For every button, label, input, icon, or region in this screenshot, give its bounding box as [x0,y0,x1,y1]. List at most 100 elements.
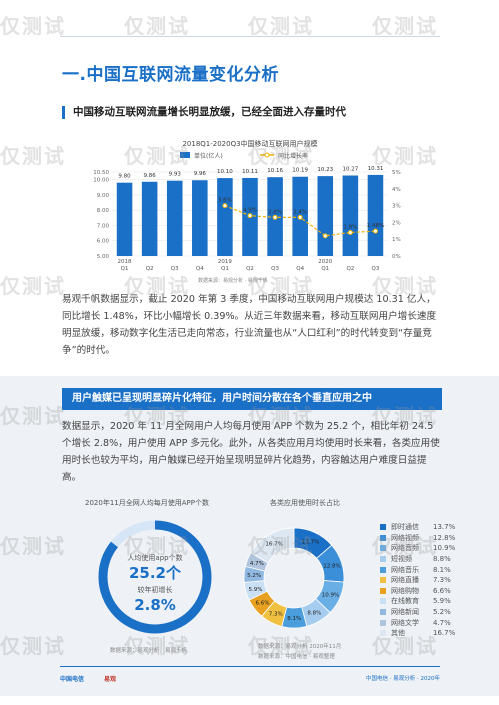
legend-name: 网络新闻 [391,608,419,617]
card-1-source: 数据来源：易观分析，易观千帆 [110,648,188,654]
bar-label-2: 9.93 [169,172,182,178]
grey-band [0,376,499,696]
legend-item: 网络直播 7.3% [380,575,490,586]
usage-share-donut: 13.7% 12.8% 10.9% 8.8% 8.1% 7.3%6.6% 5.9% 5.2% 4… [243,527,345,629]
growth-label-9: 1.8% [343,224,357,230]
paragraph-2: 数据显示，2020 年 11 月全网用户人均每月使用 APP 个数为 25.2 … [62,421,440,483]
bar-9 [342,175,359,256]
y-tick-label: 5.00 [97,254,110,260]
growth-label-10: 1.48% [367,223,384,229]
legend-name: 网络音乐 [391,565,419,574]
legend-name: 即时通信 [391,523,419,532]
slice-label-9: 4.7% [250,561,264,567]
legend-name: 其他 [391,629,405,638]
legend-name: 短视频 [391,555,412,564]
donut-1-value-1: 25.2个 [129,564,182,582]
x-tick-q-0: Q1 [121,266,129,272]
legend-item: 其他 16.7% [380,628,490,639]
x-tick-label-6: Q3 [271,266,279,272]
legend-value: 4.7% [433,618,451,627]
legend-value: 5.9% [433,597,451,606]
watermark-text: 仅测试 [0,274,66,298]
slice-label-4: 8.1% [287,616,301,622]
bar-label-7: 10.19 [292,168,308,174]
growth-point-9 [347,229,353,235]
bar-label-9: 10.27 [342,167,358,173]
slice-label-3: 8.8% [307,610,321,616]
y-tick-label: 7.00 [97,223,110,229]
growth-label-6: 2.8% [268,209,282,215]
legend-swatch [380,577,386,584]
legend-name: 网络视频 [391,533,419,542]
legend-name: 网络购物 [391,586,419,595]
y-tick-label: 10.00 [93,178,109,184]
x-tick-label-3: Q4 [196,266,204,272]
watermark-text: 仅测试 [0,144,66,168]
footer-logo-telecom: 中国电信 [60,676,85,683]
bar-label-0: 9.80 [118,174,131,180]
bar-label-6: 10.16 [267,168,283,174]
growth-label-4: 3.6% [218,198,232,204]
legend-swatch [380,524,386,531]
chart-1-source: 数据来源：易观分析 · 易观千帆 [198,277,268,284]
slice-label-2: 10.9% [322,592,339,598]
slice-label-6: 6.6% [255,601,269,607]
y2-tick-label: 4% [392,187,401,193]
footer-logo-analysys: 易观 [104,676,117,683]
legend-value: 5.2% [433,608,451,617]
legend-swatch [380,545,386,552]
legend-item: 即时通信 13.7% [380,522,490,533]
bar-3 [192,180,208,256]
donut-1-label-2: 较年初增长 [138,585,173,594]
legend-label-line: 同比增长率 [278,152,308,160]
bar-0 [116,182,133,256]
legend-item: 网络视频 12.8% [380,533,490,544]
y2-tick-label: 2% [392,220,401,226]
bar-8 [317,176,334,256]
legend-value: 7.3% [433,576,451,585]
legend-swatch [380,587,386,594]
legend-name: 网络文学 [391,618,419,627]
x-tick-q-8: Q1 [321,266,329,272]
legend-item: 网络音频 10.9% [380,543,490,554]
card-1-title: 2020年11月全网人均每月使用APP个数 [85,499,209,507]
y-tick-label: 9.00 [97,193,110,199]
bar-label-10: 10.31 [368,166,384,172]
growth-point-8 [322,233,328,239]
bar-label-8: 10.23 [317,167,333,173]
x-tick-year-8: 2020 [318,259,332,265]
y2-tick-label: 3% [392,204,401,210]
growth-point-10 [372,228,378,234]
legend-swatch [380,598,386,605]
slice-label-8: 5.2% [247,573,261,579]
top-rule [60,36,440,37]
paragraph-1: 易观千帆数据显示，截止 2020 年第 3 季度，中国移动互联网用户规模达 10… [62,294,437,356]
y2-tick-label: 1% [392,237,401,243]
bar-label-5: 10.11 [242,169,258,175]
card-2-source-2: 数据来源：中国电信 · 易观整理 [258,654,335,660]
bar-label-3: 9.96 [194,171,207,177]
growth-label-7: 2.4% [293,209,307,215]
bar-2 [166,180,183,256]
x-tick-year-0: 2018 [118,259,132,265]
legend-value: 12.8% [433,533,456,542]
x-tick-label-5: Q2 [246,266,254,272]
footer-text: 中国电信 · 易观分析 · 2020年 [366,676,440,682]
growth-point-7 [297,214,303,220]
slice-label-10: 16.7% [265,541,282,547]
growth-label-5: 4.9% [243,208,257,214]
usage-share-legend: 即时通信 13.7% 网络视频 12.8% 网络音频 10.9% 短视频 8.8% 网络音乐 8.… [380,522,490,639]
watermark-text: 仅测试 [248,14,314,38]
app-count-donut: 人均使用app个数 25.2个 较年初增长 2.8% [98,520,212,634]
legend-swatch [380,556,386,563]
legend-item: 在线教育 5.9% [380,596,490,607]
legend-label-bar: 单位(亿人) [194,152,223,160]
section-title: 一.中国互联网流量变化分析 [62,65,279,85]
legend-item: 网络新闻 5.2% [380,607,490,618]
legend-value: 8.1% [433,565,451,574]
x-tick-label-9: Q2 [346,266,354,272]
legend-swatch [380,566,386,573]
legend-value: 10.9% [433,544,456,553]
bar-1 [141,181,158,256]
